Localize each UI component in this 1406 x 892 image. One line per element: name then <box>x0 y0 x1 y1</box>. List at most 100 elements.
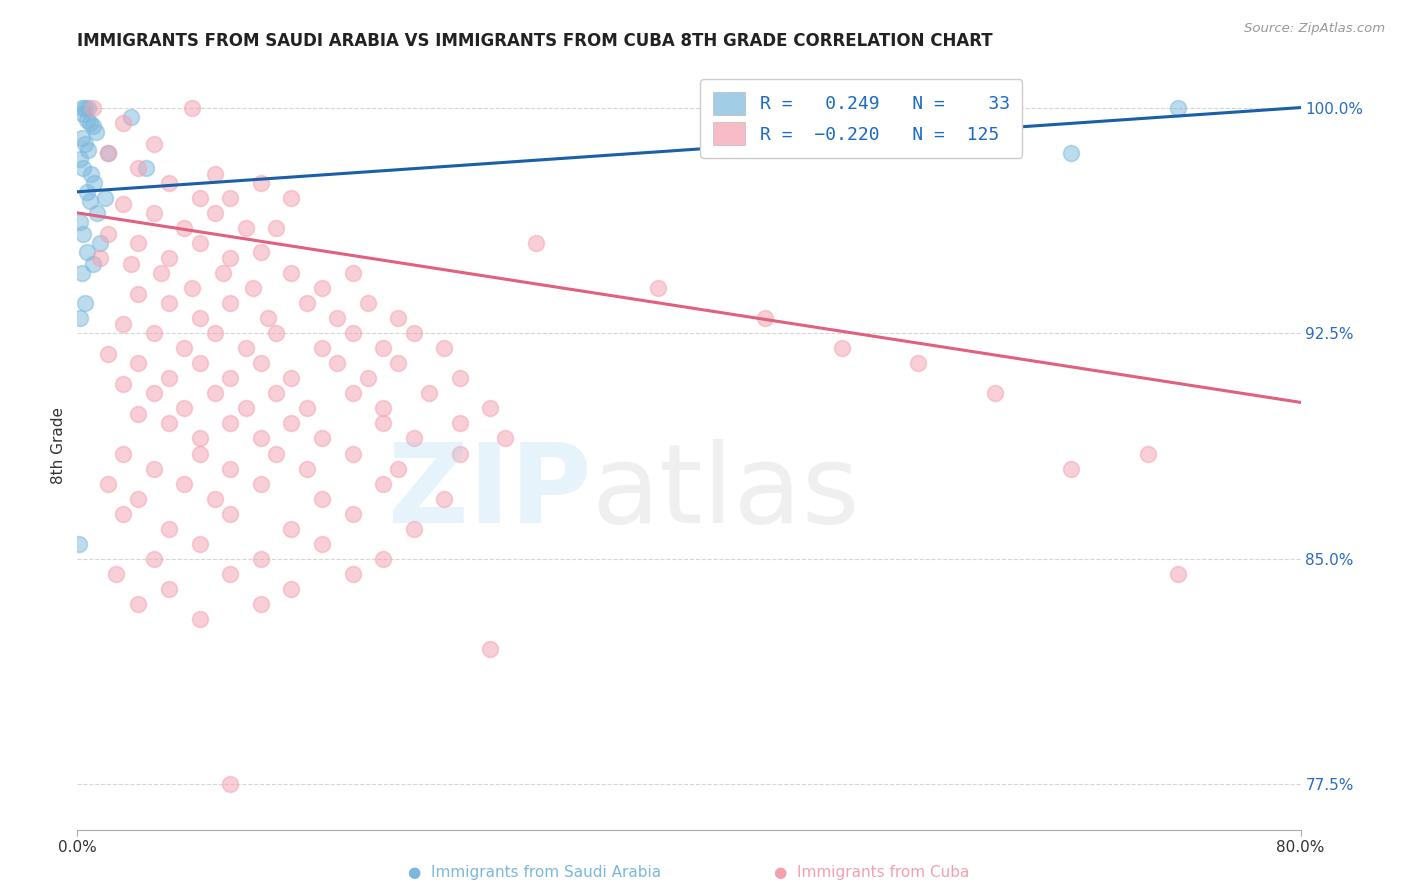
Point <box>142 326 165 341</box>
Point <box>157 371 180 385</box>
Point <box>97 145 120 160</box>
Point <box>142 551 165 566</box>
Point <box>371 551 394 566</box>
Point <box>371 401 394 416</box>
Point <box>219 777 242 791</box>
Point <box>188 432 211 446</box>
Text: atlas: atlas <box>591 439 859 546</box>
Point <box>647 281 669 295</box>
Point <box>73 296 96 310</box>
Point <box>342 507 364 521</box>
Point <box>387 461 409 475</box>
Point <box>402 326 425 341</box>
Point <box>257 311 280 326</box>
Point <box>173 401 195 416</box>
Point <box>72 161 94 175</box>
Point <box>157 522 180 536</box>
Point <box>280 522 302 536</box>
Point <box>479 401 502 416</box>
Point <box>524 235 547 250</box>
Point <box>479 642 502 657</box>
Point <box>67 537 90 551</box>
Point <box>295 401 318 416</box>
Point <box>112 197 135 211</box>
Point <box>1060 461 1083 475</box>
Point <box>70 266 93 280</box>
Point <box>250 551 273 566</box>
Point <box>77 101 100 115</box>
Point <box>326 311 349 326</box>
Point <box>831 341 853 355</box>
Point <box>135 161 157 175</box>
Point <box>235 220 257 235</box>
Point <box>188 235 211 250</box>
Point <box>326 356 349 370</box>
Point <box>173 476 195 491</box>
Point <box>94 191 117 205</box>
Point <box>295 461 318 475</box>
Point <box>219 507 242 521</box>
Point <box>280 266 302 280</box>
Point <box>235 401 257 416</box>
Point <box>311 432 333 446</box>
Point <box>264 446 287 460</box>
Point <box>188 612 211 626</box>
Point <box>157 296 180 310</box>
Point <box>264 220 287 235</box>
Point <box>127 491 149 506</box>
Point <box>1060 145 1083 160</box>
Point <box>73 101 96 115</box>
Point <box>97 347 120 361</box>
Point <box>219 417 242 431</box>
Point <box>112 446 135 460</box>
Point <box>77 143 100 157</box>
Point <box>69 215 91 229</box>
Point <box>83 176 105 190</box>
Point <box>79 115 101 129</box>
Point <box>70 101 93 115</box>
Point <box>357 296 380 310</box>
Point <box>204 491 226 506</box>
Point <box>295 296 318 310</box>
Point <box>219 371 242 385</box>
Point <box>72 227 94 241</box>
Legend: R =   0.249   N =    33, R =  −0.220   N =  125: R = 0.249 N = 33, R = −0.220 N = 125 <box>700 79 1022 158</box>
Point <box>219 251 242 265</box>
Point <box>173 220 195 235</box>
Point <box>79 194 101 208</box>
Point <box>1136 446 1159 460</box>
Point <box>402 522 425 536</box>
Point <box>157 582 180 596</box>
Point <box>80 167 103 181</box>
Point <box>76 244 98 259</box>
Point <box>342 386 364 401</box>
Point <box>402 432 425 446</box>
Point <box>754 311 776 326</box>
Point <box>127 235 149 250</box>
Point <box>357 371 380 385</box>
Point <box>311 491 333 506</box>
Point <box>250 476 273 491</box>
Point <box>242 281 264 295</box>
Point <box>127 597 149 611</box>
Point <box>127 161 149 175</box>
Point <box>82 101 104 115</box>
Point <box>84 125 107 139</box>
Point <box>112 115 135 129</box>
Point <box>449 417 471 431</box>
Point <box>97 227 120 241</box>
Point <box>127 287 149 301</box>
Point <box>219 296 242 310</box>
Point <box>188 537 211 551</box>
Point <box>280 417 302 431</box>
Point <box>449 371 471 385</box>
Point <box>907 356 929 370</box>
Point <box>342 566 364 581</box>
Point <box>1167 101 1189 115</box>
Point <box>157 176 180 190</box>
Point <box>76 185 98 199</box>
Point <box>211 266 233 280</box>
Point <box>342 266 364 280</box>
Point <box>371 476 394 491</box>
Point <box>280 371 302 385</box>
